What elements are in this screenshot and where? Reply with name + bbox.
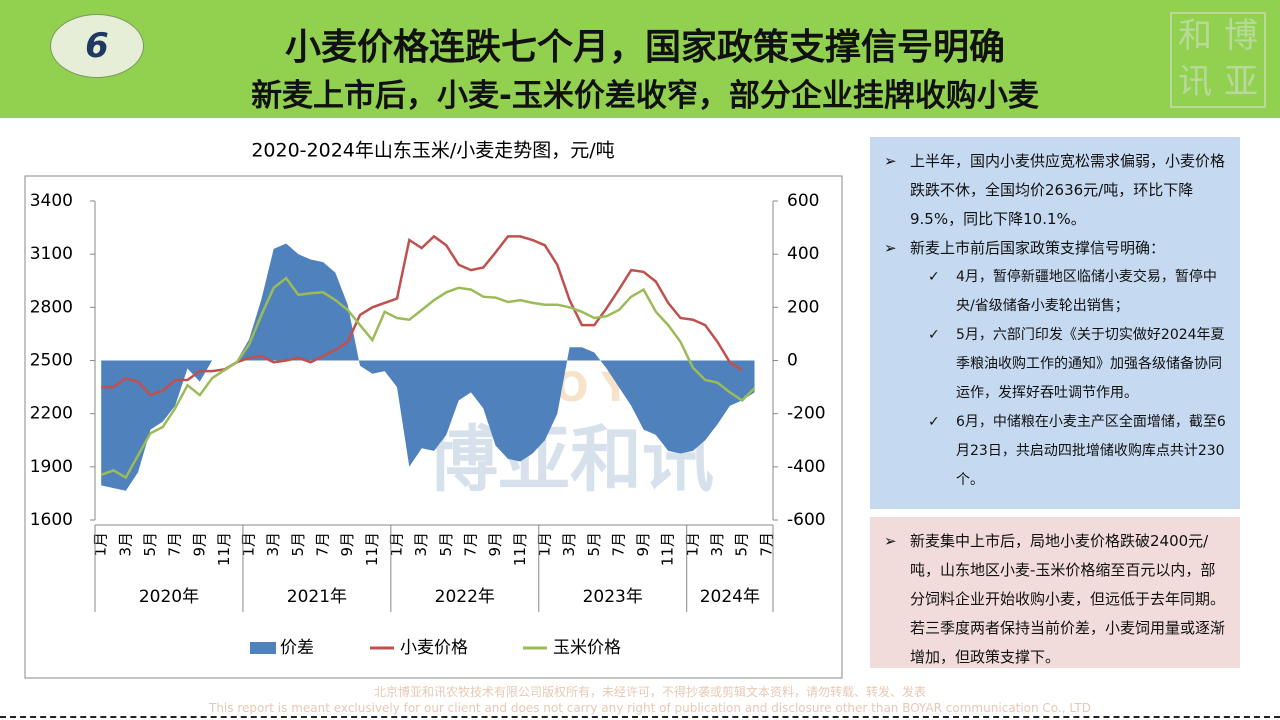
y-tick-label: 2800	[30, 297, 73, 317]
x-tick-label: 5月	[733, 532, 751, 557]
chart: 2020-2024年山东玉米/小麦走势图，元/吨 博亚和讯BOYAR160019…	[24, 140, 843, 679]
logo-char: 和	[1178, 16, 1212, 56]
x-tick-label: 9月	[338, 532, 356, 557]
subtitle: 新麦上市后，小麦-玉米价差收窄，部分企业挂牌收购小麦	[251, 78, 1039, 114]
outlook-item: ➢ 新麦集中上市后，局地小麦价格跌破2400元/吨，山东地区小麦-玉米价格缩至百元…	[884, 527, 1230, 672]
x-tick-label: 9月	[486, 532, 504, 557]
year-label: 2022年	[435, 587, 495, 607]
x-tick-label: 7月	[166, 532, 184, 557]
check: ✓	[928, 327, 940, 343]
chart-title: 2020-2024年山东玉米/小麦走势图，元/吨	[251, 140, 614, 162]
year-label: 2020年	[139, 587, 199, 607]
year-label: 2024年	[700, 587, 760, 607]
x-tick-label: 7月	[462, 532, 480, 557]
note-text: 上半年，国内小麦供应宽松需求偏弱，小麦价格跌跌不休，全国均价2636元/吨，环比…	[910, 152, 1226, 228]
legend-label: 小麦价格	[400, 638, 468, 658]
x-tick-label: 1月	[388, 532, 406, 557]
x-tick-label: 9月	[190, 532, 208, 557]
chart-frame	[24, 175, 843, 679]
x-tick-label: 5月	[437, 532, 455, 557]
x-tick-label: 1月	[535, 532, 553, 557]
x-tick-label: 11月	[659, 532, 677, 566]
x-tick-label: 3月	[264, 532, 282, 557]
x-tick-label: 11月	[511, 532, 529, 566]
x-tick-label: 3月	[116, 532, 134, 557]
title: 小麦价格连跌七个月，国家政策支撑信号明确	[284, 27, 1005, 68]
x-tick-label: 9月	[634, 532, 652, 557]
sub-text: 4月，暂停新疆地区临储小麦交易，暂停中央/省级储备小麦轮出销售；	[956, 269, 1217, 314]
price-line	[101, 234, 743, 397]
sub-text: 6月，中储粮在小麦主产区全面增储，截至6月23日，共启动四批增储收购库点共计23…	[956, 414, 1226, 488]
outlook-text: 新麦集中上市后，局地小麦价格跌破2400元/吨，山东地区小麦-玉米价格缩至百元以…	[910, 532, 1226, 666]
sub-item: ✓ 4月，暂停新疆地区临储小麦交易，暂停中央/省级储备小麦轮出销售；	[884, 263, 1230, 321]
footer-rule	[0, 716, 1280, 718]
x-tick-label: 11月	[215, 532, 233, 566]
y2-tick-label: -200	[787, 404, 826, 424]
y2-tick-label: 0	[787, 351, 798, 371]
logo-char: 亚	[1224, 62, 1258, 102]
sub-item: ✓ 6月，中储粮在小麦主产区全面增储，截至6月23日，共启动四批增储收购库点共计2…	[884, 408, 1230, 495]
sub-text: 5月，六部门印发《关于切实做好2024年夏季粮油收购工作的通知》加强各级储备协同…	[956, 327, 1225, 401]
x-tick-label: 5月	[141, 532, 159, 557]
x-tick-label: 1月	[240, 532, 258, 557]
year-label: 2023年	[583, 587, 643, 607]
bullet: ➢	[884, 239, 897, 257]
y-tick-label: 3400	[30, 191, 73, 211]
y-tick-label: 2200	[30, 404, 73, 424]
legend-label: 价差	[280, 638, 314, 658]
x-tick-label: 1月	[683, 532, 701, 557]
footer-line: This report is meant exclusively for our…	[209, 701, 1091, 715]
y2-tick-label: -600	[787, 510, 826, 530]
y-tick-label: 1600	[30, 510, 73, 530]
footer-line: 北京博亚和讯农牧技术有限公司版权所有，未经许可，不得抄袭或剪辑文本资料，请勿转载…	[373, 685, 926, 699]
y2-tick-label: -400	[787, 457, 826, 477]
logo-char: 讯	[1178, 62, 1212, 102]
note-text: 新麦上市前后国家政策支撑信号明确：	[910, 239, 1166, 257]
x-tick-label: 3月	[412, 532, 430, 557]
legend-label: 玉米价格	[553, 638, 621, 658]
logo: 和 博 讯 亚	[1170, 12, 1266, 108]
header-band	[0, 0, 1280, 118]
x-tick-label: 7月	[757, 532, 775, 557]
page-badge: 6	[50, 14, 144, 78]
legend-swatch	[250, 642, 276, 654]
x-tick-label: 11月	[363, 532, 381, 566]
y2-tick-label: 600	[787, 191, 819, 211]
x-tick-label: 5月	[585, 532, 603, 557]
y-tick-label: 2500	[30, 351, 73, 371]
bullet: ➢	[884, 152, 897, 170]
footer: 北京博亚和讯农牧技术有限公司版权所有，未经许可，不得抄袭或剪辑文本资料，请勿转载…	[0, 684, 1280, 716]
outlook-panel: ➢ 新麦集中上市后，局地小麦价格跌破2400元/吨，山东地区小麦-玉米价格缩至百元…	[870, 517, 1240, 668]
y-tick-label: 3100	[30, 244, 73, 264]
x-tick-label: 3月	[560, 532, 578, 557]
logo-char: 博	[1224, 16, 1258, 56]
y2-tick-label: 400	[787, 244, 819, 264]
x-tick-label: 3月	[708, 532, 726, 557]
y2-tick-label: 200	[787, 297, 819, 317]
x-tick-label: 1月	[92, 532, 110, 557]
y-tick-label: 1900	[30, 457, 73, 477]
sub-item: ✓ 5月，六部门印发《关于切实做好2024年夏季粮油收购工作的通知》加强各级储备协…	[884, 321, 1230, 408]
note-item: ➢ 新麦上市前后国家政策支撑信号明确：	[884, 234, 1230, 263]
check: ✓	[928, 269, 940, 285]
x-tick-label: 5月	[289, 532, 307, 557]
note-item: ➢ 上半年，国内小麦供应宽松需求偏弱，小麦价格跌跌不休，全国均价2636元/吨，环…	[884, 147, 1230, 234]
year-label: 2021年	[287, 587, 347, 607]
bullet: ➢	[884, 532, 897, 550]
notes-panel: ➢ 上半年，国内小麦供应宽松需求偏弱，小麦价格跌跌不休，全国均价2636元/吨，环…	[870, 137, 1240, 509]
check: ✓	[928, 414, 940, 430]
price-line	[100, 276, 756, 480]
x-tick-label: 7月	[609, 532, 627, 557]
x-tick-label: 7月	[314, 532, 332, 557]
